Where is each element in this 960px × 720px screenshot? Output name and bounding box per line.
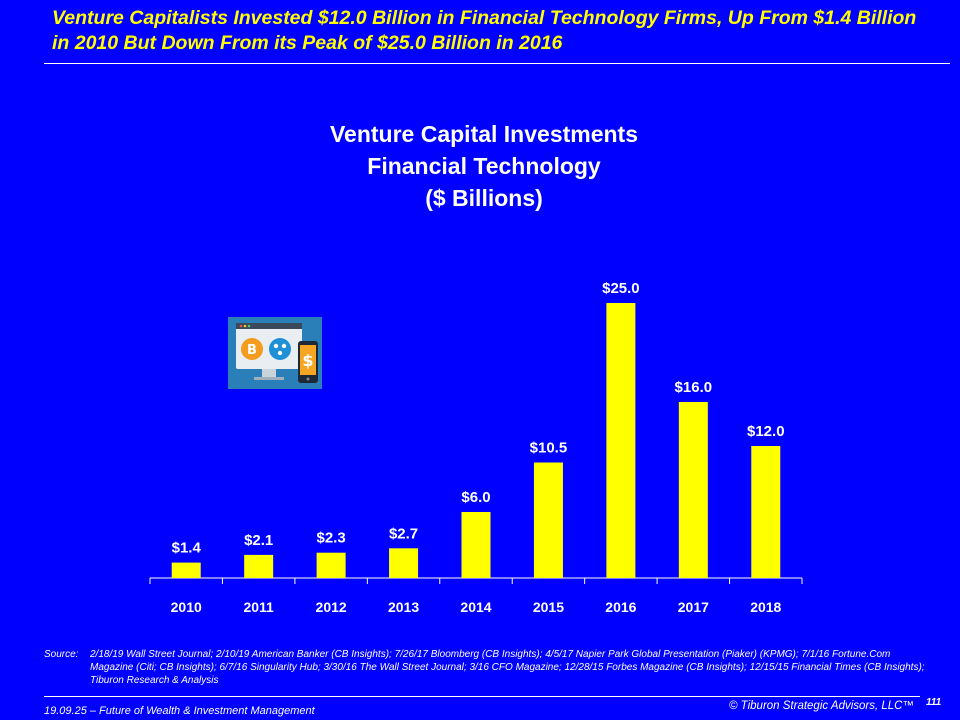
x-tick-label-2016: 2016 — [605, 599, 636, 615]
svg-text:B: B — [247, 343, 257, 358]
bar-2018 — [751, 446, 781, 578]
data-label-2018: $12.0 — [747, 423, 785, 440]
bar-2016 — [606, 303, 636, 578]
bar-2013 — [389, 548, 419, 578]
bar-2017 — [678, 402, 708, 578]
bar-2010 — [171, 562, 201, 578]
footer-copyright: © Tiburon Strategic Advisors, LLC™ — [729, 700, 914, 712]
chart-title: Venture Capital Investments Financial Te… — [300, 118, 668, 214]
data-label-2011: $2.1 — [244, 532, 273, 549]
x-tick-label-2010: 2010 — [171, 599, 202, 615]
source-label: Source: — [44, 649, 79, 660]
bar-2011 — [244, 554, 274, 578]
x-tick-label-2011: 2011 — [243, 599, 274, 615]
x-tick-label-2018: 2018 — [750, 599, 781, 615]
data-label-2010: $1.4 — [172, 540, 202, 557]
bar-2014 — [461, 512, 491, 578]
svg-text:$: $ — [302, 351, 313, 370]
chart-title-line-2: Financial Technology — [367, 153, 601, 179]
x-tick-label-2017: 2017 — [678, 599, 709, 615]
data-label-2016: $25.0 — [602, 280, 640, 297]
data-label-2014: $6.0 — [461, 489, 490, 506]
slide-title: Venture Capitalists Invested $12.0 Billi… — [52, 7, 917, 54]
data-label-2017: $16.0 — [675, 379, 713, 396]
data-label-2013: $2.7 — [389, 525, 418, 542]
x-tick-label-2014: 2014 — [460, 599, 491, 615]
x-tick-label-2013: 2013 — [388, 599, 419, 615]
data-label-2012: $2.3 — [317, 530, 346, 547]
source-text: 2/18/19 Wall Street Journal; 2/10/19 Ame… — [90, 649, 925, 686]
x-tick-label-2012: 2012 — [316, 599, 347, 615]
bar-2012 — [316, 552, 346, 578]
chart-title-line-1: Venture Capital Investments — [329, 121, 639, 147]
data-label-2015: $10.5 — [530, 440, 568, 457]
page-number: 111 — [926, 697, 942, 708]
footer-date-title: 19.09.25 – Future of Wealth & Investment… — [44, 705, 315, 717]
x-tick-label-2015: 2015 — [533, 599, 564, 615]
chart-title-line-3: ($ Billions) — [425, 185, 543, 211]
title-divider — [44, 63, 950, 64]
fintech-icon: B $ — [228, 317, 322, 389]
bar-2015 — [533, 462, 563, 578]
footer-divider — [44, 696, 920, 697]
